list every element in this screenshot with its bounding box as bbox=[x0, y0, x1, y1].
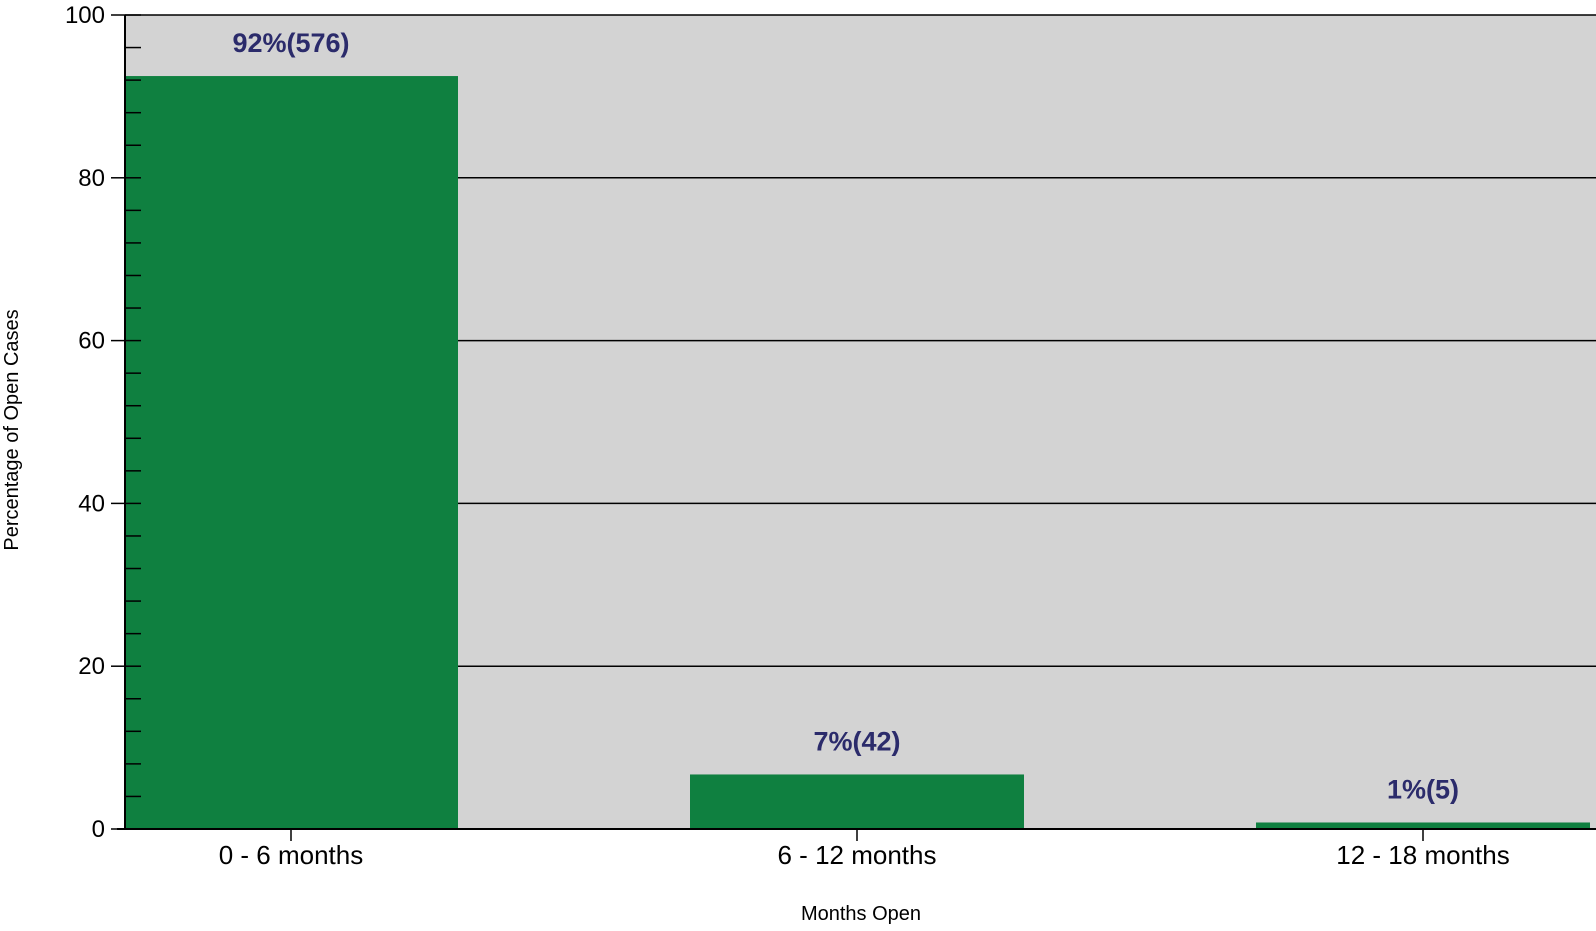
y-tick-label: 100 bbox=[65, 2, 105, 29]
data-label: 1%(5) bbox=[1387, 774, 1459, 804]
data-label: 7%(42) bbox=[813, 726, 900, 756]
y-tick-label: 40 bbox=[78, 490, 105, 517]
x-tick-label: 12 - 18 months bbox=[1336, 840, 1509, 870]
x-tick-label: 0 - 6 months bbox=[219, 840, 364, 870]
y-tick-label: 80 bbox=[78, 165, 105, 192]
bars bbox=[124, 76, 1590, 830]
y-tick-label: 60 bbox=[78, 328, 105, 355]
y-axis-ticks: 0 20 40 60 80 100 bbox=[65, 2, 141, 843]
x-axis-title: Months Open bbox=[801, 903, 921, 925]
bar bbox=[124, 76, 458, 830]
y-axis-title: Percentage of Open Cases bbox=[1, 309, 23, 550]
data-label: 92%(576) bbox=[232, 28, 349, 58]
bar bbox=[1256, 822, 1590, 829]
x-axis-ticks: 0 - 6 months 6 - 12 months 12 - 18 months bbox=[219, 829, 1510, 870]
x-tick-label: 6 - 12 months bbox=[778, 840, 937, 870]
y-tick-label: 0 bbox=[92, 816, 105, 843]
data-labels: 92%(576) 7%(42) 1%(5) bbox=[232, 28, 1459, 804]
y-tick-label: 20 bbox=[78, 653, 105, 680]
bar bbox=[690, 774, 1024, 829]
